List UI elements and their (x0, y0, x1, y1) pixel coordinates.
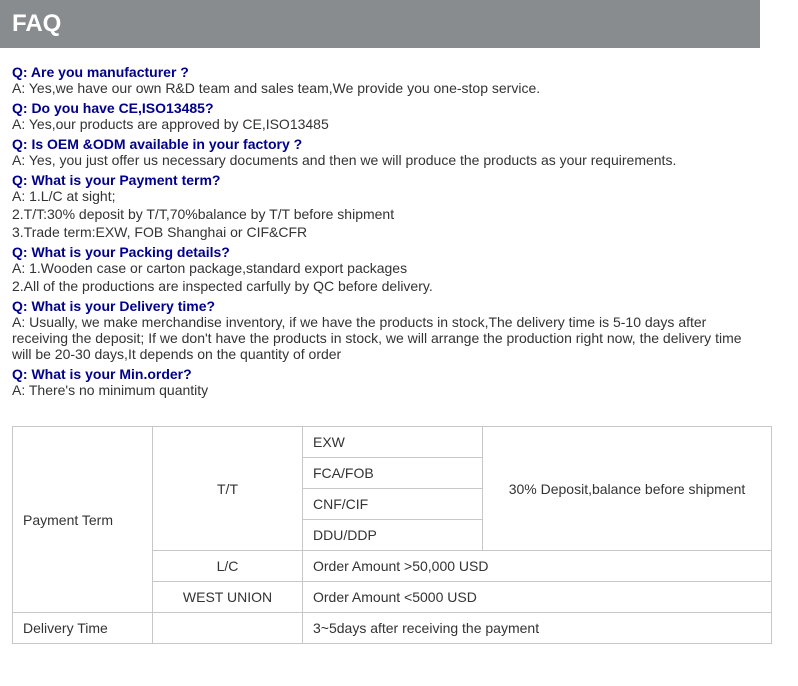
faq-question: Q: What is your Min.order? (12, 366, 748, 382)
faq-answer-line: A: 1.Wooden case or carton package,stand… (12, 260, 748, 276)
faq-title: FAQ (12, 10, 61, 37)
faq-answer-line: 2.All of the productions are inspected c… (12, 278, 748, 294)
cell-wu: WEST UNION (153, 582, 303, 613)
faq-question: Q: What is your Packing details? (12, 244, 748, 260)
faq-body: Q: Are you manufacturer ?A: Yes,we have … (0, 64, 760, 416)
table-row: Delivery Time 3~5days after receiving th… (13, 613, 772, 644)
faq-answer-line: 2.T/T:30% deposit by T/T,70%balance by T… (12, 206, 748, 222)
faq-answer-line: 3.Trade term:EXW, FOB Shanghai or CIF&CF… (12, 224, 748, 240)
faq-answer-line: A: Usually, we make merchandise inventor… (12, 314, 748, 362)
faq-answer-line: A: 1.L/C at sight; (12, 188, 748, 204)
table-row: Payment Term T/T EXW 30% Deposit,balance… (13, 427, 772, 458)
faq-header: FAQ (0, 0, 760, 48)
faq-question: Q: Do you have CE,ISO13485? (12, 100, 748, 116)
faq-answer-line: A: Yes,our products are approved by CE,I… (12, 116, 748, 132)
terms-table: Payment Term T/T EXW 30% Deposit,balance… (12, 426, 772, 644)
cell-dduddp: DDU/DDP (303, 520, 483, 551)
cell-fcafob: FCA/FOB (303, 458, 483, 489)
cell-delivery-note: 3~5days after receiving the payment (303, 613, 772, 644)
faq-answer-line: A: Yes, you just offer us necessary docu… (12, 152, 748, 168)
faq-answer-line: A: Yes,we have our own R&D team and sale… (12, 80, 748, 96)
cell-lc-note: Order Amount >50,000 USD (303, 551, 772, 582)
cell-tt-note: 30% Deposit,balance before shipment (483, 427, 772, 551)
cell-delivery-time: Delivery Time (13, 613, 153, 644)
cell-payment-term: Payment Term (13, 427, 153, 613)
cell-wu-note: Order Amount <5000 USD (303, 582, 772, 613)
faq-answer-line: A: There's no minimum quantity (12, 382, 748, 398)
faq-question: Q: What is your Payment term? (12, 172, 748, 188)
cell-cnfcif: CNF/CIF (303, 489, 483, 520)
faq-question: Q: What is your Delivery time? (12, 298, 748, 314)
faq-question: Q: Is OEM &ODM available in your factory… (12, 136, 748, 152)
cell-lc: L/C (153, 551, 303, 582)
faq-question: Q: Are you manufacturer ? (12, 64, 748, 80)
cell-exw: EXW (303, 427, 483, 458)
cell-tt: T/T (153, 427, 303, 551)
cell-empty (153, 613, 303, 644)
